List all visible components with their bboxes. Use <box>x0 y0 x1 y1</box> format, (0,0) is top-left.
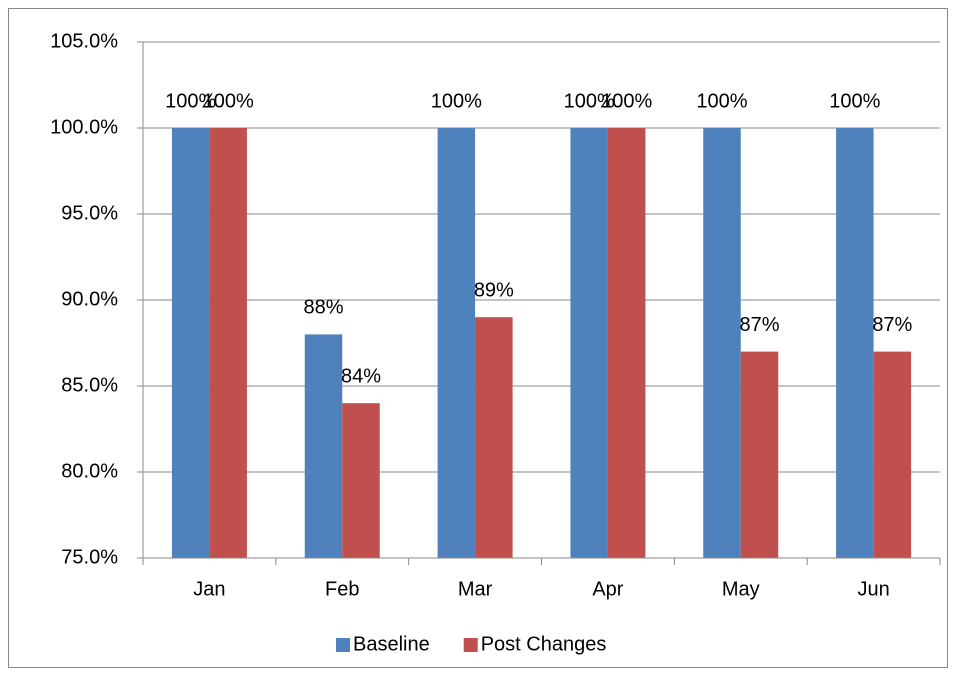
value-label: 100% <box>601 90 652 112</box>
x-tick-label: Mar <box>458 578 493 600</box>
legend-swatch <box>463 638 478 652</box>
bar <box>304 334 343 558</box>
legend-swatch <box>336 638 350 652</box>
x-tick-label: Jan <box>193 578 225 600</box>
value-label: 89% <box>474 279 514 301</box>
x-tick-label: Jun <box>857 578 889 600</box>
value-label: 100% <box>696 90 747 112</box>
y-tick-label: 100.0% <box>50 116 118 138</box>
value-label: 87% <box>739 314 779 336</box>
value-label: 100% <box>431 90 482 112</box>
value-label: 84% <box>341 365 381 387</box>
value-label: 100% <box>203 90 254 112</box>
x-tick-label: Feb <box>325 578 359 600</box>
bar <box>171 128 210 558</box>
legend-label: Post Changes <box>481 633 607 655</box>
x-tick-label: Apr <box>592 578 623 600</box>
value-label: 100% <box>165 90 216 112</box>
bar <box>836 128 874 558</box>
value-label: 100% <box>564 90 615 112</box>
bar <box>475 317 513 558</box>
y-tick-label: 95.0% <box>61 202 118 224</box>
bar <box>342 403 380 558</box>
bar <box>570 128 608 558</box>
value-label: 88% <box>303 297 343 319</box>
y-tick-label: 90.0% <box>61 288 118 310</box>
y-tick-label: 80.0% <box>61 460 118 482</box>
bar <box>873 351 912 558</box>
x-tick-label: May <box>722 578 760 600</box>
y-tick-label: 75.0% <box>61 546 118 568</box>
bar <box>437 128 476 558</box>
bar <box>607 128 646 558</box>
value-label: 100% <box>829 90 880 112</box>
bar <box>703 128 741 558</box>
bar <box>740 351 779 558</box>
value-label: 87% <box>872 314 912 336</box>
bar <box>209 128 247 558</box>
y-tick-label: 105.0% <box>50 30 118 52</box>
y-tick-label: 85.0% <box>61 374 118 396</box>
legend-label: Baseline <box>353 633 430 655</box>
